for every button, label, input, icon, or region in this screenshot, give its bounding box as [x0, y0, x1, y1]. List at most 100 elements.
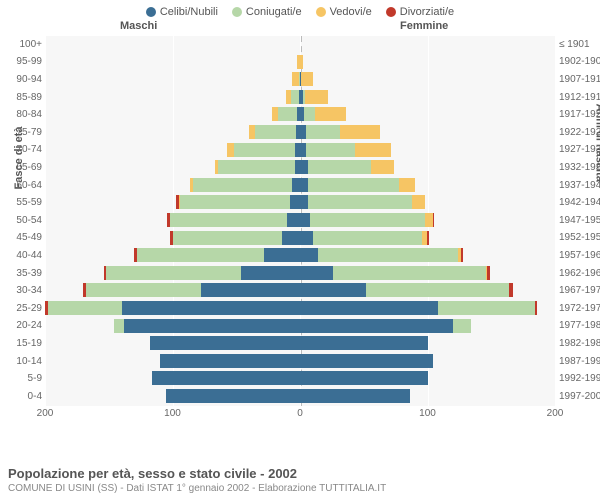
chart-title: Popolazione per età, sesso e stato civil…: [8, 466, 592, 481]
bar-segment: [427, 231, 428, 245]
bar-segment: [114, 319, 124, 333]
bar-segment: [318, 248, 458, 262]
bar-segment: [300, 301, 438, 315]
bar-segment: [137, 248, 265, 262]
x-axis: 2001000100200: [45, 408, 555, 422]
age-label: 15-19: [0, 338, 42, 349]
plot-area: Fasce di età Anni di nascita 20010001002…: [45, 36, 555, 406]
bar-segment: [300, 231, 313, 245]
bar-segment: [124, 319, 300, 333]
legend-item: Vedovi/e: [316, 6, 372, 18]
bar-segment: [300, 266, 333, 280]
bar-segment: [340, 125, 381, 139]
age-label: 35-39: [0, 268, 42, 279]
bar-female: [300, 336, 428, 350]
legend-dot: [386, 7, 396, 17]
age-label: 40-44: [0, 250, 42, 261]
bar-segment: [433, 213, 434, 227]
age-label: 30-34: [0, 285, 42, 296]
bar-segment: [333, 266, 486, 280]
age-row: 60-641937-1941: [45, 177, 555, 195]
bar-male: [272, 107, 300, 121]
bar-male: [176, 195, 300, 209]
bar-segment: [170, 213, 287, 227]
bar-segment: [86, 283, 201, 297]
legend-item: Coniugati/e: [232, 6, 302, 18]
bar-segment: [300, 178, 308, 192]
bar-segment: [300, 336, 428, 350]
birth-label: 1907-1911: [559, 74, 600, 85]
bar-segment: [300, 160, 308, 174]
legend-label: Coniugati/e: [246, 6, 302, 18]
bar-segment: [315, 107, 346, 121]
bar-segment: [313, 231, 423, 245]
bar-segment: [255, 125, 296, 139]
x-tick: 100: [419, 408, 436, 419]
age-label: 100+: [0, 39, 42, 50]
bar-male: [152, 371, 300, 385]
bar-segment: [106, 266, 241, 280]
gender-headers: Maschi Femmine: [0, 20, 600, 36]
bar-segment: [412, 195, 425, 209]
birth-label: 1972-1976: [559, 303, 600, 314]
age-label: 90-94: [0, 74, 42, 85]
bar-female: [300, 72, 313, 86]
x-tick: 0: [297, 408, 303, 419]
age-row: 70-741927-1931: [45, 142, 555, 160]
birth-label: 1917-1921: [559, 109, 600, 120]
bar-segment: [234, 143, 295, 157]
bar-male: [286, 90, 300, 104]
bar-segment: [201, 283, 300, 297]
bar-segment: [308, 160, 372, 174]
birth-label: 1957-1961: [559, 250, 600, 261]
bar-segment: [150, 336, 300, 350]
bar-segment: [300, 55, 303, 69]
bar-segment: [300, 283, 366, 297]
birth-label: 1922-1926: [559, 127, 600, 138]
age-label: 85-89: [0, 92, 42, 103]
age-row: 35-391962-1966: [45, 265, 555, 283]
bar-segment: [305, 90, 328, 104]
bar-segment: [308, 178, 400, 192]
age-row: 0-41997-2001: [45, 388, 555, 406]
bar-female: [300, 90, 328, 104]
bar-segment: [290, 195, 300, 209]
bar-female: [300, 371, 428, 385]
age-row: 85-891912-1916: [45, 89, 555, 107]
legend: Celibi/NubiliConiugati/eVedovi/eDivorzia…: [0, 0, 600, 20]
bar-male: [134, 248, 300, 262]
age-label: 80-84: [0, 109, 42, 120]
age-label: 75-79: [0, 127, 42, 138]
bar-segment: [300, 195, 308, 209]
bar-male: [292, 72, 300, 86]
birth-label: 1927-1931: [559, 144, 600, 155]
birth-label: 1952-1956: [559, 232, 600, 243]
bar-segment: [300, 319, 453, 333]
bar-segment: [300, 248, 318, 262]
birth-label: 1997-2001: [559, 391, 600, 402]
bar-segment: [122, 301, 301, 315]
bar-male: [227, 143, 300, 157]
bar-segment: [300, 371, 428, 385]
birth-label: 1992-1996: [559, 373, 600, 384]
bar-segment: [438, 301, 535, 315]
bar-segment: [291, 90, 299, 104]
x-tick: 200: [547, 408, 564, 419]
footer: Popolazione per età, sesso e stato civil…: [8, 438, 592, 494]
bar-female: [300, 231, 429, 245]
bar-segment: [287, 213, 300, 227]
age-row: 90-941907-1911: [45, 71, 555, 89]
age-row: 30-341967-1971: [45, 282, 555, 300]
bar-female: [300, 195, 425, 209]
bar-male: [249, 125, 300, 139]
bar-segment: [180, 195, 290, 209]
bar-segment: [399, 178, 414, 192]
age-row: 55-591942-1946: [45, 194, 555, 212]
age-label: 25-29: [0, 303, 42, 314]
bar-female: [300, 107, 346, 121]
chart-subtitle: COMUNE DI USINI (SS) - Dati ISTAT 1° gen…: [8, 483, 592, 494]
age-label: 20-24: [0, 320, 42, 331]
gridline: [555, 36, 556, 406]
bar-male: [170, 231, 300, 245]
bar-segment: [306, 143, 354, 157]
